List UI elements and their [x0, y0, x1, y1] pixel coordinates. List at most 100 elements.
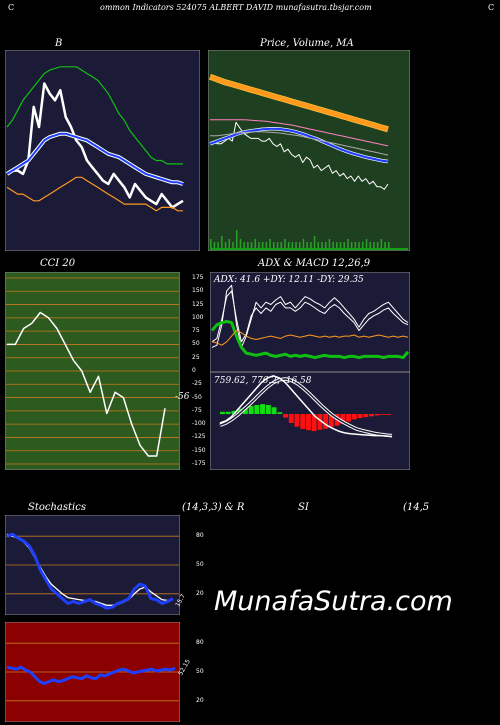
volume-bar — [339, 242, 342, 248]
bollinger-middle-line — [6, 132, 184, 185]
volume-bar — [287, 242, 290, 248]
stoch-tick-label: 50 — [196, 561, 204, 568]
volume-bar — [210, 239, 212, 248]
macd-histogram-bar — [363, 414, 369, 418]
macd-histogram-bar — [225, 411, 231, 415]
bollinger-title: B — [55, 38, 63, 49]
cci-tick-label: -50 — [192, 393, 202, 401]
volume-bar — [228, 239, 230, 248]
macd-line — [219, 375, 393, 438]
volume-bar — [273, 242, 275, 248]
volume-bar — [358, 242, 360, 248]
macd-histogram-bar — [248, 405, 254, 414]
macd-histogram-bar — [311, 414, 317, 432]
macd-histogram-bar — [346, 414, 351, 422]
bollinger-price-line — [6, 82, 184, 209]
rsi-tick-label: 50 — [196, 668, 204, 675]
volume-bar — [247, 242, 249, 248]
macd-histogram-bar — [317, 414, 323, 430]
volume-bar — [328, 239, 331, 248]
volume-bar — [306, 242, 308, 248]
stoch-tick-label: 20 — [196, 589, 204, 597]
macd-histogram-bar — [277, 412, 283, 414]
adx-macd-title: ADX & MACD 12,26,9 — [258, 258, 371, 269]
volume-bar — [321, 242, 323, 248]
rsi-tick-label: 20 — [196, 696, 204, 704]
price-ma-chart — [208, 50, 410, 251]
rsi-tick-label: 80 — [196, 639, 204, 647]
cci-tick-label: -150 — [192, 446, 206, 454]
macd-label: 759.62, 776.2, -16.58 — [214, 376, 312, 386]
rsi-title-right: (14,5 — [403, 502, 430, 513]
header-right-char: C — [488, 3, 495, 12]
volume-bar — [317, 242, 319, 248]
cci-tick-label: 175 — [192, 274, 204, 281]
macd-histogram-bar — [369, 414, 374, 417]
volume-bar — [243, 242, 245, 248]
volume-bar — [299, 242, 301, 248]
cci-tick-label: -175 — [192, 460, 206, 467]
volume-bar — [284, 239, 286, 248]
volume-bar — [347, 239, 349, 248]
adx-minus_di-line — [211, 330, 409, 346]
volume-bar — [380, 239, 383, 248]
volume-bar — [384, 242, 386, 248]
volume-bar — [232, 242, 234, 248]
adx-adx_b-line — [211, 290, 409, 343]
volume-bar — [376, 242, 379, 248]
volume-bar — [258, 242, 260, 248]
volume-bar — [325, 242, 327, 248]
rsi-line — [6, 665, 176, 685]
volume-bar — [239, 239, 242, 248]
adx-label: ADX: 41.6 +DY: 12.11 -DY: 29.35 — [214, 275, 364, 285]
macd-histogram-bar — [306, 414, 311, 431]
macd-histogram-bar — [271, 407, 277, 415]
cci-tick-label: -100 — [192, 420, 206, 428]
volume-bar — [224, 242, 227, 248]
volume-bar — [295, 242, 297, 248]
adx-plus_di-line — [210, 319, 410, 360]
volume-bar — [221, 236, 223, 248]
cci-tick-label: 150 — [192, 287, 204, 295]
stoch-title-right: (14,3,3) & R — [182, 502, 245, 513]
macd-histogram-bar — [357, 414, 363, 418]
volume-bar — [332, 242, 334, 248]
volume-bar — [276, 242, 279, 248]
price-ma-title: Price, Volume, MA — [260, 38, 354, 49]
cci-title: CCI 20 — [40, 258, 76, 269]
macd-histogram-bar — [294, 414, 300, 427]
macd-histogram-bar — [328, 414, 334, 427]
volume-bar — [310, 242, 312, 248]
macd-histogram-bar — [260, 404, 265, 414]
volume-bar — [217, 242, 219, 248]
price-ma_pink-line — [210, 119, 389, 147]
volume-bar — [313, 236, 316, 248]
volume-bar — [291, 242, 294, 248]
volume-bar — [269, 239, 271, 248]
macd-histogram-bar — [288, 414, 294, 423]
rsi-chart — [5, 622, 180, 722]
bollinger-chart — [5, 50, 200, 251]
volume-bar — [369, 242, 371, 248]
stochastics-chart — [5, 515, 180, 615]
cci-chart — [5, 272, 180, 470]
cci-tick-label: 100 — [192, 313, 204, 321]
volume-bar — [362, 242, 364, 248]
macd-histogram-bar — [323, 414, 329, 429]
macd-histogram-bar — [300, 414, 306, 429]
rsi-title-left: SI — [298, 502, 309, 513]
macd-chart — [210, 372, 410, 470]
cci-tick-label: -125 — [192, 433, 206, 441]
header-left-char: C — [8, 3, 15, 12]
stoch-title-left: Stochastics — [28, 502, 86, 513]
macd-histogram-bar — [254, 405, 260, 414]
macd-histogram-bar — [231, 410, 237, 414]
volume-bar — [265, 242, 268, 248]
price-price-line — [209, 121, 389, 190]
volume-bar — [343, 242, 345, 248]
volume-bar — [354, 242, 357, 248]
volume-bar — [302, 239, 305, 248]
volume-bar — [280, 242, 282, 248]
volume-bar — [373, 242, 375, 248]
macd-histogram-bar — [351, 414, 357, 420]
